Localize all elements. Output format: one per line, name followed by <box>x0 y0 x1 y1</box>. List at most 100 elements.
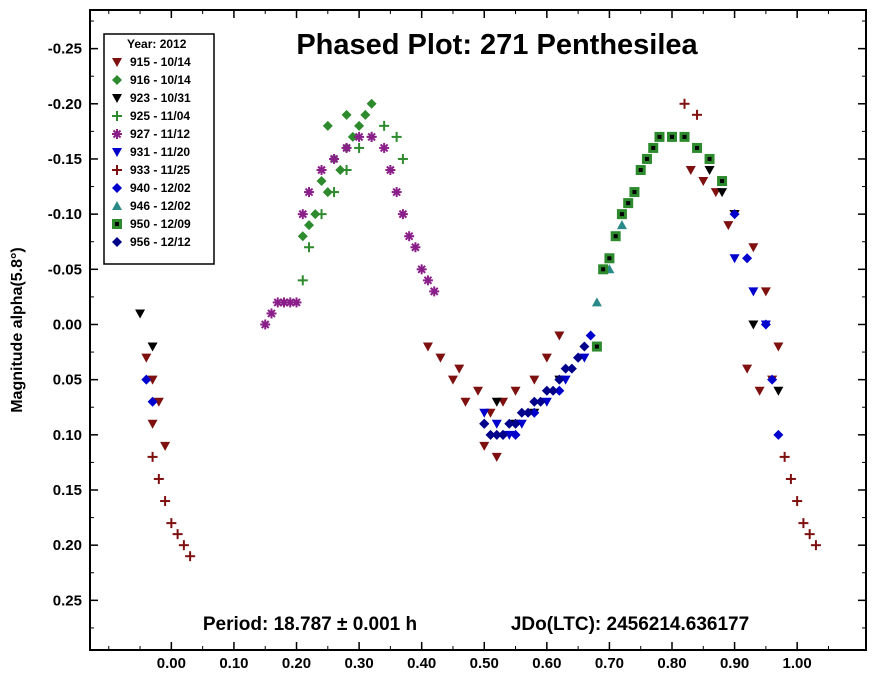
data-point <box>573 352 584 363</box>
data-point <box>616 220 627 230</box>
x-tick-label: 0.80 <box>657 655 686 672</box>
data-point <box>616 209 627 220</box>
data-point <box>410 242 421 253</box>
legend-entry: 915 - 10/14 <box>130 55 191 69</box>
data-point <box>641 153 652 164</box>
data-point <box>135 309 146 319</box>
data-point <box>147 342 158 352</box>
y-tick-label: -0.20 <box>48 96 82 113</box>
legend-entry: 940 - 12/02 <box>130 181 191 195</box>
y-tick-label: -0.10 <box>48 206 82 223</box>
data-point <box>504 418 515 429</box>
x-tick-label: 0.50 <box>470 655 499 672</box>
data-point <box>391 187 402 198</box>
data-point <box>360 109 371 120</box>
data-point <box>297 275 308 286</box>
data-point <box>266 308 277 319</box>
data-point <box>479 408 490 418</box>
legend-marker <box>112 148 122 157</box>
data-point <box>773 342 784 352</box>
x-tick-label: 0.30 <box>344 655 373 672</box>
data-point <box>767 374 778 385</box>
tick-marks <box>90 10 866 650</box>
data-point <box>723 221 734 231</box>
legend-marker <box>112 237 122 247</box>
data-point <box>717 188 728 198</box>
y-tick-label: 0.00 <box>53 316 82 333</box>
data-point <box>554 385 565 396</box>
data-point <box>366 131 377 142</box>
data-point <box>366 98 377 109</box>
data-point <box>397 209 408 220</box>
legend-entry: 946 - 12/02 <box>130 199 191 213</box>
data-point <box>341 142 352 153</box>
data-point <box>785 473 796 484</box>
data-point <box>429 286 440 297</box>
data-point <box>648 142 659 153</box>
data-point <box>385 165 396 175</box>
data-point <box>379 142 390 153</box>
data-point <box>172 529 183 540</box>
legend-entry: 923 - 10/31 <box>130 91 191 105</box>
data-point <box>153 397 164 407</box>
data-point <box>692 142 703 153</box>
data-point <box>529 407 540 418</box>
data-point <box>810 540 821 551</box>
data-point <box>773 429 784 440</box>
legend-entry: 927 - 11/12 <box>130 127 190 141</box>
data-point <box>591 297 602 307</box>
legend-marker <box>112 165 122 175</box>
y-tick-label: -0.15 <box>48 151 82 168</box>
data-point <box>541 397 552 407</box>
data-point <box>566 363 577 374</box>
data-point <box>291 297 302 308</box>
data-point <box>322 120 333 131</box>
data-point <box>548 385 559 396</box>
legend-entry: 931 - 11/20 <box>130 145 190 159</box>
data-point <box>679 131 690 142</box>
data-point <box>591 341 602 352</box>
data-point <box>541 353 552 363</box>
data-point <box>473 386 483 396</box>
legend-marker <box>112 111 122 121</box>
data-point <box>717 176 728 187</box>
x-tick-label: 0.40 <box>407 655 436 672</box>
y-tick-label: -0.25 <box>48 41 82 58</box>
x-tick-label: 0.10 <box>219 655 248 672</box>
data-point <box>297 209 308 220</box>
data-point <box>316 165 327 175</box>
data-point <box>304 220 315 231</box>
data-point <box>742 364 753 374</box>
y-tick-label: 0.10 <box>53 427 82 444</box>
data-point <box>704 153 715 164</box>
data-point <box>560 363 571 374</box>
data-point <box>491 429 502 440</box>
data-point <box>523 407 534 418</box>
data-point <box>729 209 740 220</box>
legend-marker <box>112 94 122 103</box>
data-point <box>742 253 753 264</box>
data-point <box>779 451 790 462</box>
data-point <box>560 375 571 385</box>
data-point <box>610 231 621 242</box>
data-point <box>710 188 721 198</box>
legend-marker <box>112 219 122 229</box>
x-tick-label: 0.90 <box>720 655 749 672</box>
x-tick-label: 0.00 <box>157 655 186 672</box>
data-point <box>554 331 565 341</box>
legend-entry: 950 - 12/09 <box>130 217 191 231</box>
data-point <box>579 353 590 363</box>
data-point <box>316 209 327 220</box>
legend-entry: 925 - 11/04 <box>130 109 190 123</box>
y-tick-label: 0.20 <box>53 537 82 554</box>
data-point <box>685 166 696 175</box>
data-point <box>498 429 509 440</box>
data-point <box>554 374 565 385</box>
data-point <box>316 176 327 187</box>
chart-title: Phased Plot: 271 Penthesilea <box>296 29 698 61</box>
data-point <box>354 120 365 131</box>
legend-entry: 933 - 11/25 <box>130 163 190 177</box>
data-point <box>354 142 365 153</box>
data-point <box>679 98 690 109</box>
plot-frame <box>89 9 867 651</box>
